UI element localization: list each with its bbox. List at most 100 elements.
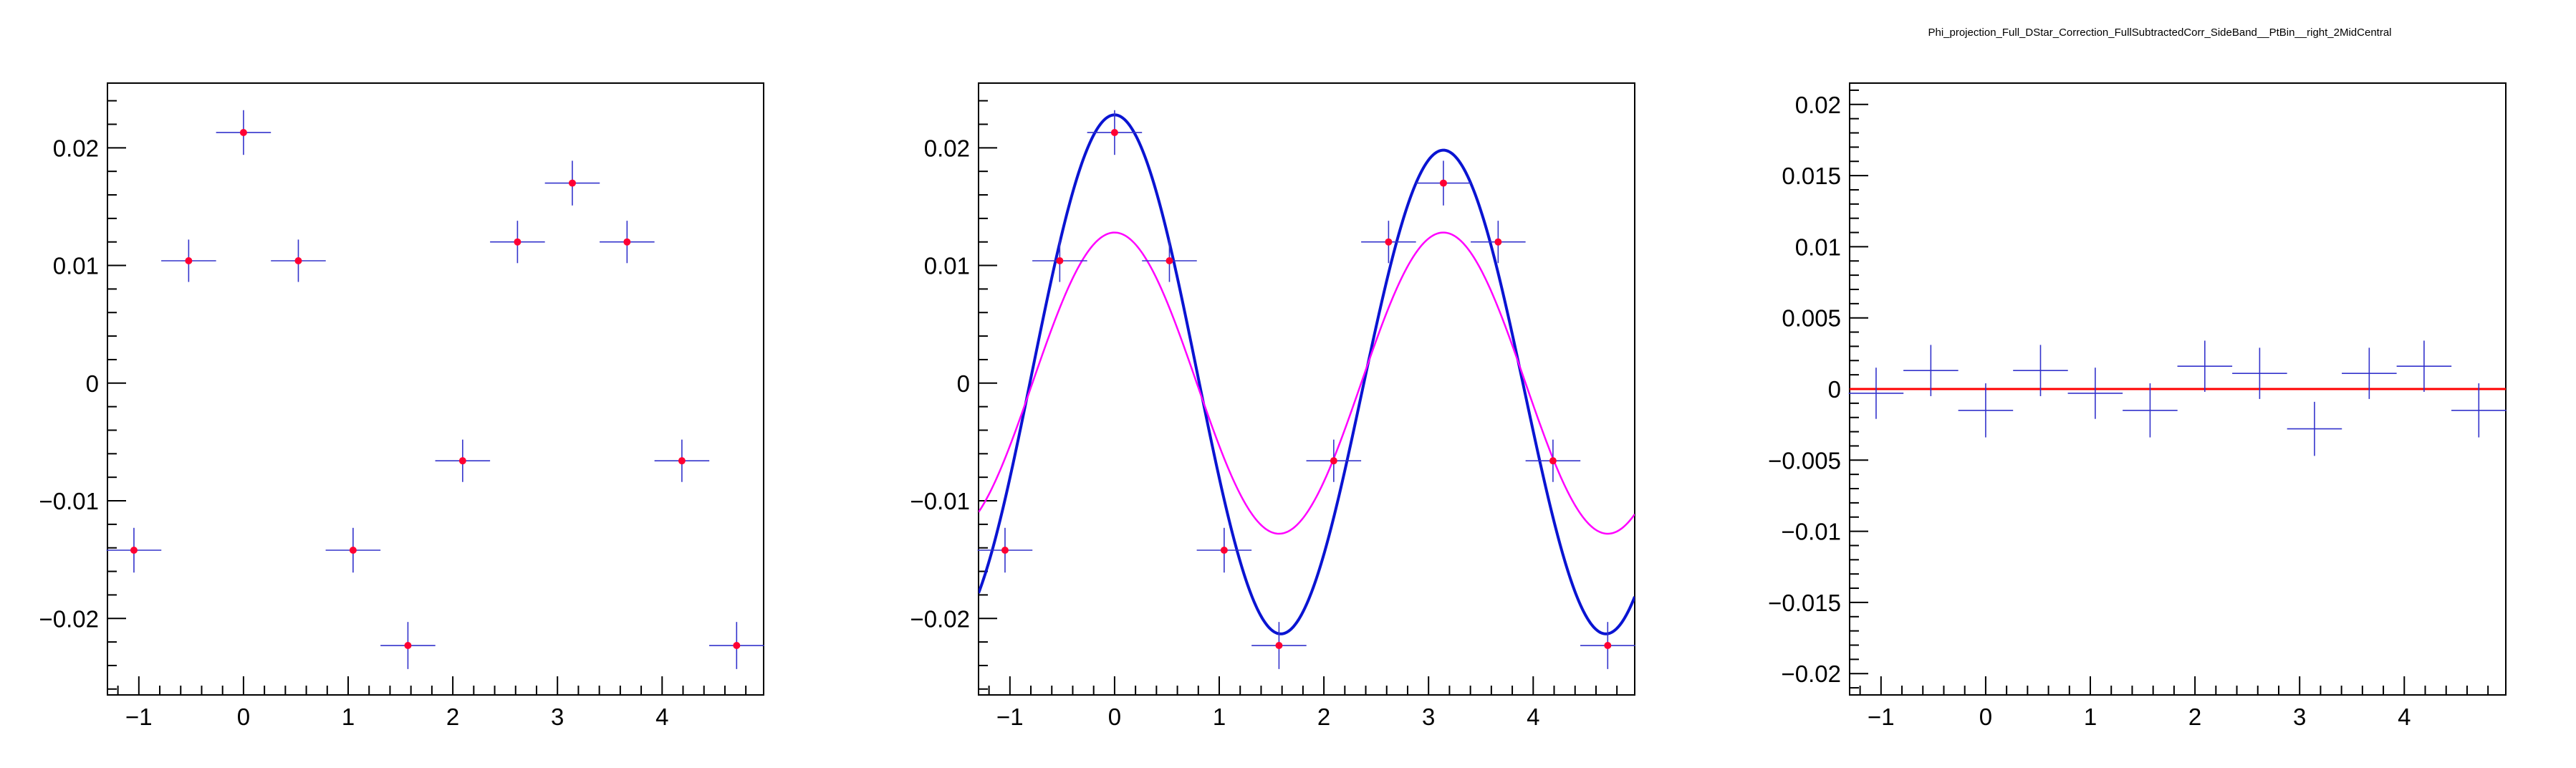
data-point <box>1251 622 1307 669</box>
x-tick-label: −1 <box>1868 704 1895 730</box>
x-tick-label: 0 <box>237 704 250 730</box>
point-marker <box>1220 546 1228 554</box>
data-point <box>1580 622 1635 669</box>
x-tick-label: 4 <box>655 704 668 730</box>
point-marker <box>1166 256 1173 264</box>
x-tick-label: 0 <box>1108 704 1121 730</box>
x-tick-label: −1 <box>996 704 1024 730</box>
point-marker <box>458 457 466 465</box>
point-marker <box>733 642 741 650</box>
data-point <box>1032 239 1087 282</box>
point-marker <box>349 546 357 554</box>
data-point <box>216 110 271 155</box>
point-marker <box>404 642 412 650</box>
x-tick-label: 2 <box>2188 704 2201 730</box>
y-tick-label: −0.015 <box>1768 590 1841 616</box>
data-point <box>1416 160 1471 206</box>
data-point <box>544 160 600 206</box>
y-tick-label: −0.005 <box>1768 447 1841 474</box>
y-tick-label: 0.005 <box>1782 305 1841 332</box>
left-plot-panel: −1 0 1 2 3 4 −0.02 −0.01 0 0.01 0.02 <box>39 82 764 730</box>
y-tick-label: 0.01 <box>924 253 970 279</box>
x-tick-label: 3 <box>1422 704 1435 730</box>
data-point <box>2396 340 2452 392</box>
point-marker <box>239 128 247 136</box>
x-tick-label: 4 <box>1527 704 1539 730</box>
point-marker <box>1385 238 1393 246</box>
y-tick-label: 0 <box>957 370 970 397</box>
y-tick-label: 0.01 <box>1795 234 1841 260</box>
component-fit-curve <box>979 231 1635 535</box>
point-marker <box>623 238 631 246</box>
data-point <box>977 527 1033 573</box>
middle-plot-panel: −1 0 1 2 3 4 −0.02 −0.01 0 0.01 0.02 <box>910 82 1635 730</box>
x-tick-label: 3 <box>551 704 564 730</box>
point-marker <box>1549 457 1557 465</box>
data-point <box>1471 221 1526 264</box>
point-marker <box>1056 256 1064 264</box>
point-marker <box>1494 238 1502 246</box>
data-point <box>1306 439 1362 482</box>
x-tick-label: 1 <box>342 704 355 730</box>
x-tick-label: 1 <box>2084 704 2097 730</box>
data-point <box>2342 347 2397 399</box>
point-marker <box>1604 642 1612 650</box>
data-point <box>380 622 436 669</box>
y-tick-label: −0.01 <box>39 488 100 514</box>
right-plot-panel: −1 0 1 2 3 4 −0.02 −0.015 −0.01 −0.005 0 0.005 0.01 0… <box>1768 82 2507 730</box>
y-tick-label: 0 <box>1828 376 1841 403</box>
data-point <box>325 527 381 573</box>
y-tick-label: 0 <box>86 370 99 397</box>
plot-frame <box>107 82 764 696</box>
data-point <box>1142 239 1197 282</box>
data-point <box>1361 221 1416 264</box>
y-tick-label: −0.01 <box>1782 519 1842 545</box>
figure-title: Phi_projection_Full_DStar_Correction_Ful… <box>1928 27 2391 39</box>
point-marker <box>1275 642 1283 650</box>
data-point <box>2177 340 2233 392</box>
y-tick-label: 0.02 <box>53 135 99 161</box>
data-point <box>2013 345 2068 396</box>
x-tick-label: 4 <box>2398 704 2411 730</box>
y-tick-label: 0.015 <box>1782 163 1841 189</box>
data-point <box>1958 383 2014 438</box>
point-marker <box>678 457 686 465</box>
total-fit-curve <box>979 113 1635 635</box>
data-point <box>2123 383 2178 438</box>
data-point <box>1087 110 1143 155</box>
x-tick-label: 0 <box>1979 704 1992 730</box>
point-marker <box>1110 128 1118 136</box>
y-tick-label: −0.01 <box>910 488 971 514</box>
data-point <box>654 439 710 482</box>
x-tick-label: 2 <box>446 704 459 730</box>
y-tick-label: 0.01 <box>53 253 99 279</box>
data-point <box>2067 368 2123 419</box>
y-tick-label: 0.02 <box>1795 92 1841 118</box>
point-marker <box>1001 546 1009 554</box>
point-marker <box>294 256 302 264</box>
data-point <box>1848 368 1904 419</box>
point-marker <box>568 179 576 187</box>
y-tick-label: 0.02 <box>924 135 970 161</box>
data-point <box>709 622 764 669</box>
data-point <box>1903 345 1959 396</box>
point-marker <box>185 256 193 264</box>
point-marker <box>130 546 138 554</box>
x-tick-label: 3 <box>2293 704 2306 730</box>
data-point <box>2287 401 2342 456</box>
y-tick-label: −0.02 <box>39 605 100 632</box>
point-marker <box>514 238 522 246</box>
data-point <box>1196 527 1252 573</box>
data-point <box>2232 347 2287 399</box>
x-tick-label: 1 <box>1213 704 1226 730</box>
data-point <box>161 239 216 282</box>
x-tick-label: 2 <box>1317 704 1330 730</box>
data-point <box>106 527 162 573</box>
data-point <box>1525 439 1581 482</box>
data-point <box>271 239 326 282</box>
data-point <box>435 439 491 482</box>
y-tick-label: −0.02 <box>910 605 971 632</box>
point-marker <box>1439 179 1447 187</box>
data-point <box>490 221 545 264</box>
